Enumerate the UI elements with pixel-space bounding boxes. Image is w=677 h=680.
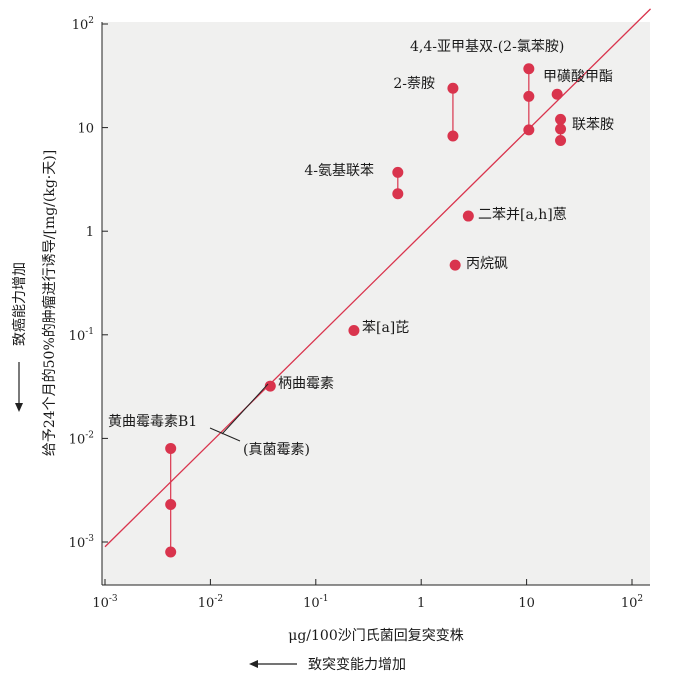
data-points — [165, 63, 567, 558]
data-point-0-2 — [523, 124, 535, 136]
data-point-4-0 — [392, 166, 404, 178]
data-point-4-1 — [392, 188, 404, 200]
y-arrow-label: 致癌能力增加 — [12, 262, 28, 346]
y-tick-label-5: 102 — [72, 16, 94, 33]
y-tick-label-0: 10-3 — [69, 534, 95, 551]
x-tick-label-3: 1 — [417, 596, 425, 611]
data-point-1-1 — [447, 130, 459, 142]
axes: 10-3 10-2 10-1 1 10 102 10-3 10-2 10-1 1 10 102 — [69, 16, 650, 611]
compound-label-8: 柄曲霉素 — [278, 376, 334, 392]
x-tick-label-0: 10-3 — [92, 594, 118, 611]
compound-label-7: 苯[a]芘 — [362, 319, 409, 336]
x-tick-label-4: 10 — [518, 596, 535, 611]
plot-background — [102, 22, 650, 585]
y-tick-label-1: 10-2 — [69, 430, 94, 447]
data-point-0-1 — [523, 90, 535, 102]
compound-label-0: 4,4-亚甲基双-(2-氯苯胺) — [410, 38, 564, 55]
data-point-3-1 — [555, 123, 567, 135]
compound-label-9: 黄曲霉毒素B1 — [108, 413, 197, 430]
y-tick-label-2: 10-1 — [69, 327, 94, 344]
compound-label-1: 2-萘胺 — [393, 76, 435, 92]
y-tick-label-4: 10 — [77, 122, 94, 137]
data-point-3-2 — [555, 135, 567, 147]
data-point-9-0 — [165, 442, 177, 454]
x-tick-label-1: 10-2 — [198, 594, 223, 611]
sterigmatocystin-leader — [221, 383, 269, 435]
aflatoxin-leader-1 — [209, 427, 241, 442]
compound-label-4: 4-氨基联苯 — [304, 162, 374, 179]
compound-label-3: 联苯胺 — [572, 116, 614, 133]
data-point-8-0 — [264, 380, 276, 392]
compound-label-2: 甲磺酸甲酯 — [543, 69, 613, 85]
data-point-9-2 — [165, 546, 177, 558]
x-arrow-label: 致突变能力增加 — [308, 657, 406, 673]
x-tick-label-2: 10-1 — [303, 594, 328, 611]
x-tick-label-5: 102 — [621, 594, 643, 611]
data-point-2-0 — [551, 88, 563, 100]
data-point-1-0 — [447, 82, 459, 94]
y-tick-label-3: 1 — [86, 225, 94, 240]
data-point-3-0 — [555, 113, 567, 125]
x-arrow-head — [249, 660, 258, 668]
data-point-0-0 — [523, 63, 535, 75]
annotation-fungal-toxin: (真菌霉素) — [243, 442, 310, 458]
data-point-9-1 — [165, 499, 177, 511]
x-axis-title: μg/100沙门氏菌回复突变株 — [288, 627, 464, 644]
y-axis-title: 给予24个月的50%的肿瘤进行诱导/[mg/(kg·天)] — [41, 150, 58, 456]
compound-label-5: 二苯并[a,h]蒽 — [478, 206, 567, 223]
y-arrow-head — [15, 403, 23, 412]
compound-label-6: 丙烷砜 — [466, 256, 508, 272]
data-point-7-0 — [348, 325, 360, 337]
data-point-6-0 — [449, 259, 461, 271]
data-point-5-0 — [462, 210, 474, 222]
